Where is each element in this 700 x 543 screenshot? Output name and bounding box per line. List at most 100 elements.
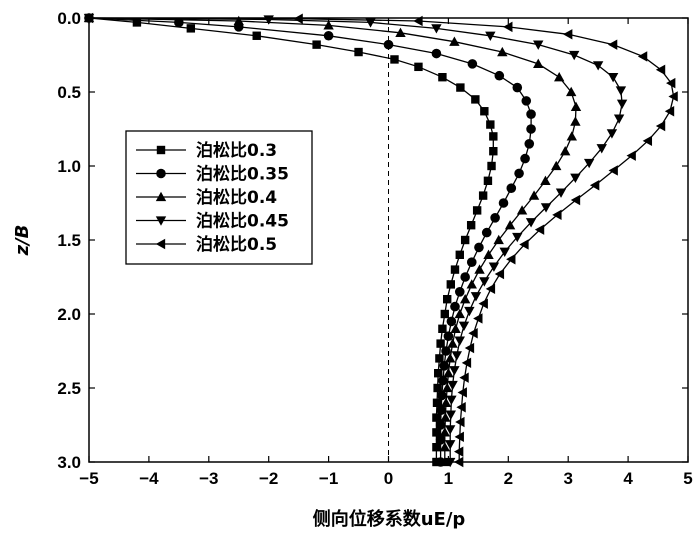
data-point: [563, 29, 573, 40]
data-point: [442, 382, 453, 393]
x-tick-label: 1: [444, 469, 453, 488]
data-point: [473, 313, 483, 324]
data-point: [607, 39, 618, 50]
data-point: [450, 301, 460, 312]
legend-marker: [155, 216, 167, 226]
data-point: [533, 58, 544, 69]
data-point: [554, 72, 565, 82]
series-1: [84, 13, 498, 467]
data-point: [312, 40, 321, 49]
data-point: [568, 50, 580, 61]
data-point: [478, 298, 488, 309]
data-point: [471, 95, 480, 104]
data-point: [438, 375, 448, 386]
data-point: [478, 191, 488, 200]
legend-label: 泊松比0.35: [196, 164, 289, 185]
data-point: [481, 227, 492, 238]
legend-marker: [155, 191, 167, 202]
legend-label: 泊松比0.3: [196, 140, 277, 161]
data-point: [466, 279, 477, 289]
data-point: [455, 250, 464, 259]
data-point: [436, 339, 445, 348]
data-point: [642, 135, 653, 147]
series-2: [84, 13, 536, 467]
data-point: [525, 218, 537, 228]
data-point: [483, 249, 494, 259]
data-point: [506, 254, 516, 265]
data-point: [540, 175, 551, 185]
series-line: [88, 17, 577, 462]
data-point: [454, 431, 464, 443]
series-4: [83, 13, 628, 468]
data-point: [437, 390, 447, 401]
data-point: [186, 24, 196, 33]
legend-marker: [156, 145, 166, 155]
data-point: [570, 116, 581, 126]
data-point: [570, 173, 581, 184]
data-point: [470, 292, 482, 302]
data-point: [323, 20, 334, 30]
data-point: [414, 62, 423, 72]
data-point: [489, 132, 498, 141]
data-point: [443, 368, 454, 378]
data-point: [528, 190, 540, 200]
data-point: [252, 31, 261, 40]
x-axis-label: 侧向位移系数uE/p: [313, 508, 466, 530]
data-point: [466, 257, 477, 268]
data-point: [440, 412, 451, 422]
data-point: [570, 101, 582, 111]
data-point: [464, 306, 475, 317]
data-point: [434, 369, 443, 378]
data-point: [485, 283, 496, 295]
x-tick-label: 3: [563, 469, 572, 488]
x-tick-label: −4: [139, 469, 159, 488]
data-point: [439, 427, 451, 437]
data-point: [440, 397, 452, 407]
legend-label: 泊松比0.4: [196, 187, 277, 208]
data-point: [566, 131, 577, 141]
data-point: [485, 31, 496, 41]
data-point: [479, 277, 490, 287]
series-5: [83, 12, 678, 468]
data-point: [526, 124, 536, 134]
data-point: [486, 120, 495, 129]
data-point: [540, 203, 552, 213]
data-point: [613, 114, 625, 124]
data-point: [438, 73, 447, 82]
data-point: [607, 73, 619, 83]
data-point: [450, 265, 460, 274]
y-tick-label: 0.0: [57, 9, 81, 28]
y-tick-label: 2.0: [57, 305, 81, 324]
data-point: [461, 357, 472, 369]
data-point: [551, 160, 562, 171]
data-point: [455, 416, 465, 428]
data-point: [439, 442, 451, 452]
data-point: [454, 287, 465, 297]
data-point: [451, 351, 462, 361]
data-point: [454, 308, 465, 319]
data-point: [487, 161, 496, 171]
data-point: [464, 342, 475, 354]
data-point: [514, 168, 524, 179]
data-point: [497, 46, 508, 57]
data-point: [592, 61, 604, 71]
data-point: [445, 410, 456, 420]
data-point: [637, 51, 648, 62]
data-point: [655, 120, 666, 132]
data-point: [444, 457, 456, 468]
data-point: [460, 272, 470, 282]
y-tick-label: 1.5: [57, 231, 81, 250]
data-point: [440, 309, 450, 319]
data-point: [443, 295, 452, 304]
data-point: [494, 70, 505, 81]
data-point: [489, 147, 498, 156]
data-point: [444, 425, 456, 435]
x-tick-label: −5: [79, 469, 98, 488]
y-tick-label: 0.5: [57, 83, 81, 102]
data-point: [490, 213, 500, 223]
data-point: [441, 346, 451, 356]
data-point: [534, 224, 545, 235]
data-point: [519, 239, 529, 250]
data-point: [390, 55, 399, 64]
